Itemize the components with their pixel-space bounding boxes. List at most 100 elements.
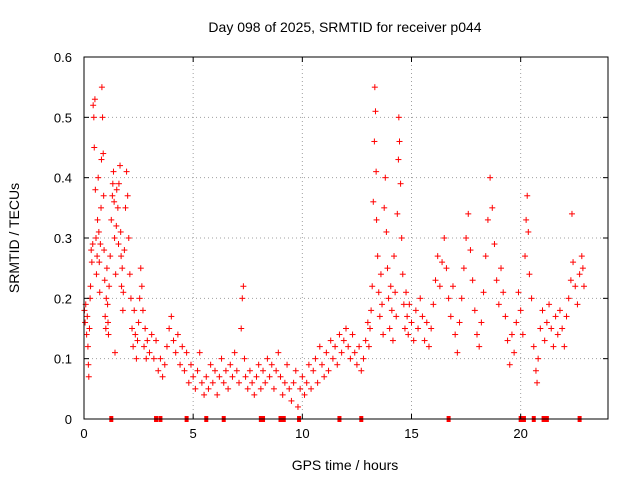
data-point [417, 295, 424, 302]
data-point [385, 295, 392, 302]
data-point [246, 367, 253, 374]
x-tick-label: 15 [404, 426, 418, 441]
data-point [504, 337, 511, 344]
data-point [109, 192, 116, 199]
data-point [157, 355, 164, 362]
data-point [425, 343, 432, 350]
data-point [368, 307, 375, 314]
data-point [537, 325, 544, 332]
data-point [129, 325, 136, 332]
data-point [443, 265, 450, 272]
data-point [216, 373, 223, 380]
data-point [241, 355, 248, 362]
data-point [502, 313, 509, 320]
data-point [94, 253, 101, 260]
data-point [476, 343, 483, 350]
data-point [445, 295, 452, 302]
data-point [367, 325, 374, 332]
data-point [166, 325, 173, 332]
data-point [421, 337, 428, 344]
data-point [522, 253, 529, 260]
data-point [231, 349, 238, 356]
data-point [524, 192, 531, 199]
data-point [114, 204, 121, 211]
data-point [381, 204, 388, 211]
data-point [185, 379, 192, 386]
data-point [579, 265, 586, 272]
data-point [146, 349, 153, 356]
data-point [123, 168, 130, 175]
data-point [434, 253, 441, 260]
data-point [517, 307, 524, 314]
data-point [103, 295, 110, 302]
data-point [310, 367, 317, 374]
data-point [112, 271, 119, 278]
data-point [95, 174, 102, 181]
data-point [125, 235, 132, 241]
data-point [255, 361, 262, 368]
data-point [143, 355, 150, 362]
data-point [532, 367, 539, 374]
data-point [395, 156, 402, 163]
data-point [115, 241, 122, 248]
data-point [491, 241, 498, 248]
y-axis-label: SRMTID / TECUs [6, 183, 22, 293]
data-point [161, 361, 168, 368]
data-point [382, 174, 389, 181]
data-point [345, 343, 352, 350]
data-point [139, 307, 146, 314]
data-point [144, 337, 151, 344]
data-point [240, 283, 247, 290]
data-point [99, 114, 106, 121]
data-point [393, 313, 400, 320]
data-point [126, 271, 133, 278]
data-point [214, 391, 221, 398]
data-point [105, 331, 112, 338]
data-point [135, 319, 142, 326]
data-point [286, 385, 293, 392]
data-point [251, 391, 258, 398]
data-point [552, 313, 559, 320]
data-point [229, 373, 236, 380]
data-point [106, 283, 113, 290]
data-point [432, 277, 439, 284]
data-point [528, 295, 535, 302]
data-point [168, 313, 175, 320]
data-point [364, 319, 371, 326]
data-point [428, 325, 435, 332]
data-point [120, 289, 127, 296]
y-tick-label: 0.6 [54, 50, 72, 65]
data-point [397, 180, 404, 187]
data-point [83, 331, 90, 338]
data-point [379, 301, 386, 308]
data-point [127, 295, 134, 302]
chart-title: Day 098 of 2025, SRMTID for receiver p04… [208, 19, 481, 35]
data-point [100, 150, 107, 157]
data-point [362, 337, 369, 344]
x-tick-label: 5 [190, 426, 197, 441]
data-point [343, 325, 349, 332]
x-axis-label: GPS time / hours [292, 457, 399, 473]
data-point [580, 283, 587, 290]
data-point [332, 343, 339, 350]
data-point [97, 241, 104, 248]
data-point [327, 337, 334, 344]
data-point [471, 307, 478, 314]
data-point [112, 349, 119, 356]
data-point [535, 355, 542, 362]
data-point [574, 301, 581, 308]
data-point [484, 216, 491, 223]
data-point [96, 289, 103, 296]
data-point [383, 228, 390, 235]
data-point [124, 192, 131, 199]
data-point [270, 385, 277, 392]
data-point [556, 307, 563, 314]
data-point [392, 289, 399, 296]
data-points [81, 84, 587, 410]
data-point [380, 331, 387, 338]
data-point [205, 385, 212, 392]
data-point [351, 349, 358, 356]
data-point [294, 403, 301, 410]
data-point [148, 331, 155, 338]
